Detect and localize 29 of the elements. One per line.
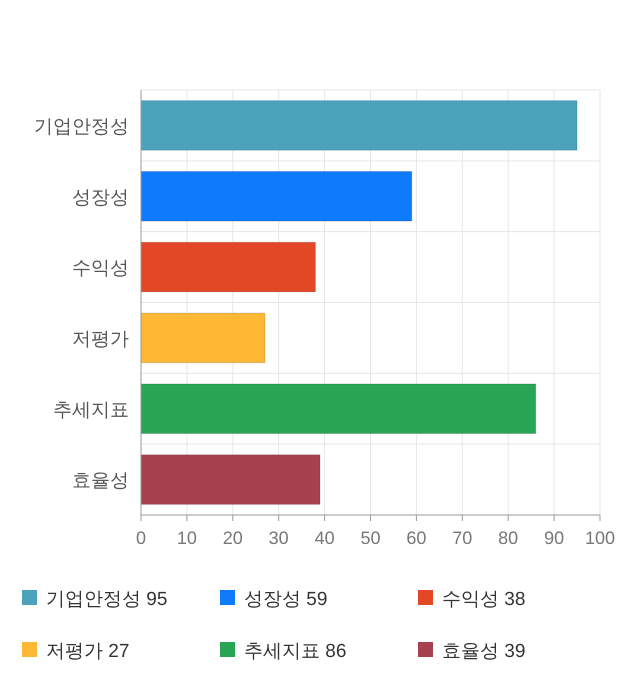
bar xyxy=(140,312,266,364)
text: 수익성 38 xyxy=(442,589,526,610)
text: 효율성 39 xyxy=(442,641,526,662)
y-tick-label: 추세지표 xyxy=(53,400,129,421)
text: 추세지표 86 xyxy=(244,641,346,662)
y-tick-label: 성장성 xyxy=(72,187,129,208)
bar xyxy=(140,242,316,292)
x-tick-label: 30 xyxy=(268,528,289,548)
bar xyxy=(140,100,578,151)
x-tick-label: 100 xyxy=(584,528,616,548)
x-tick-label: 70 xyxy=(452,528,472,548)
x-tick-label: 20 xyxy=(222,528,243,548)
text: 저평가 27 xyxy=(46,641,130,662)
x-tick-label: 0 xyxy=(136,528,146,548)
x-tick-label: 40 xyxy=(314,528,335,548)
x-tick-label: 80 xyxy=(498,528,518,548)
bar xyxy=(140,454,321,505)
y-tick-label: 저평가 xyxy=(72,328,129,350)
text: 기업안정성 95 xyxy=(46,589,168,610)
x-tick-label: 60 xyxy=(406,528,426,548)
y-tick-label: 효율성 xyxy=(72,470,129,492)
x-tick-label: 90 xyxy=(544,528,564,548)
y-tick-label: 기업안정성 xyxy=(34,116,129,138)
bar xyxy=(140,170,412,222)
bar xyxy=(140,383,536,434)
y-tick-label: 수익성 xyxy=(72,258,129,280)
text: 성장성 59 xyxy=(244,589,328,610)
x-tick-label: 10 xyxy=(176,528,197,548)
x-tick-label: 50 xyxy=(360,528,381,548)
